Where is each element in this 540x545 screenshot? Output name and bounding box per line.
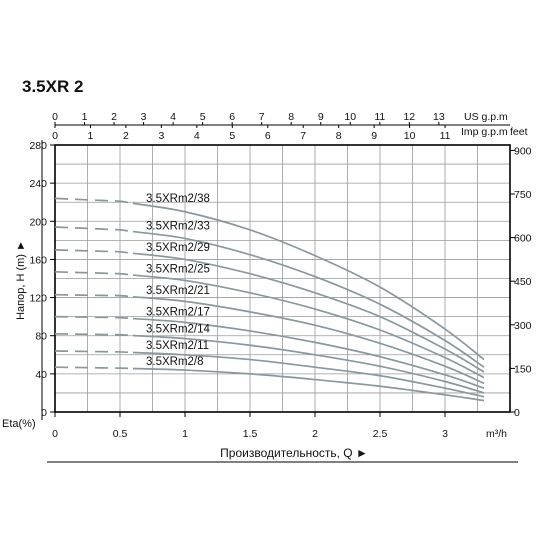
series-curve (132, 202, 485, 361)
y-tick-label: 80 (35, 331, 47, 343)
feet-tick-label: 450 (514, 276, 532, 288)
series-label: 3.5XRm2/11 (146, 340, 209, 352)
series-curve (132, 351, 485, 398)
labels-layer: 3.5XRm2/38 3.5XRm2/33 3.5XRm2/29 3.5XRm2/25… (146, 193, 211, 368)
us-gpm-tick-label: 8 (288, 111, 294, 123)
series-curve (132, 295, 485, 385)
feet-tick-label: 300 (514, 320, 532, 332)
series-curve (132, 274, 485, 379)
imp-gpm-tick-label: 3 (158, 130, 164, 142)
us-gpm-tick-label: 12 (403, 111, 415, 123)
series-curve (132, 367, 485, 402)
series-curve (132, 230, 485, 368)
us-gpm-tick-label: 1 (82, 111, 88, 123)
us-gpm-tick-label: 9 (318, 111, 324, 123)
x-axis-label: Производительность, Q ► (220, 446, 368, 460)
imp-gpm-tick-label: 2 (123, 130, 129, 142)
feet-tick-label: 150 (514, 363, 532, 375)
series-curve-dashed (54, 249, 134, 255)
us-gpm-tick-label: 5 (200, 111, 206, 123)
series-label: 3.5XRm2/38 (146, 193, 210, 205)
feet-tick-label: 0 (514, 407, 520, 419)
series-label: 3.5XRm2/33 (146, 221, 210, 233)
chart-title: 3.5XR 2 (22, 77, 83, 96)
y-tick-label: 160 (29, 254, 47, 266)
series-label: 3.5XRm2/29 (146, 242, 210, 254)
x-tick-label: 3 (442, 428, 448, 440)
series-curve (132, 317, 485, 389)
imp-gpm-tick-label: 9 (371, 130, 377, 142)
us-gpm-tick-label: 6 (229, 111, 235, 123)
imp-gpm-unit-label: Imp g.p.m (461, 126, 508, 138)
x-tick-label: 1.5 (243, 428, 258, 440)
imp-gpm-tick-label: 10 (404, 130, 416, 142)
grid-layer (55, 145, 510, 412)
series-label: 3.5XRm2/17 (146, 307, 210, 319)
us-gpm-unit-label: US g.p.m (464, 111, 508, 123)
series-label: 3.5XRm2/21 (146, 285, 210, 297)
imp-gpm-tick-label: 6 (265, 130, 271, 142)
series-curve-dashed (54, 350, 134, 354)
us-gpm-tick-label: 13 (433, 111, 445, 123)
y-tick-label: 40 (35, 369, 47, 381)
imp-gpm-tick-label: 1 (88, 130, 94, 142)
y-tick-label: 0 (41, 407, 47, 419)
series-curve-dashed (54, 270, 134, 276)
feet-tick-label: 600 (514, 233, 532, 245)
series-curve (132, 334, 485, 394)
x-tick-label: 0.5 (113, 428, 128, 440)
series-layer (54, 197, 485, 402)
y-tick-label: 200 (29, 216, 47, 228)
series-curve-dashed (54, 226, 134, 233)
series-curve-dashed (54, 315, 134, 320)
feet-tick-label: 900 (514, 145, 532, 157)
imp-gpm-tick-label: 7 (300, 130, 306, 142)
x-tick-label: 0 (52, 428, 58, 440)
series-label: 3.5XRm2/25 (146, 264, 210, 276)
series-curve-dashed (54, 332, 134, 337)
axes-layer: 0408012016020024028001503004506007509000… (29, 111, 532, 463)
imp-gpm-tick-label: 11 (440, 130, 451, 142)
us-gpm-tick-label: 0 (52, 111, 58, 123)
y-tick-label: 240 (29, 178, 47, 190)
series-curve-dashed (54, 366, 134, 370)
series-label: 3.5XRm2/8 (146, 356, 204, 368)
imp-gpm-tick-label: 4 (194, 130, 200, 142)
us-gpm-tick-label: 2 (111, 111, 117, 123)
us-gpm-tick-label: 3 (141, 111, 147, 123)
imp-gpm-tick-label: 5 (229, 130, 235, 142)
series-curve (132, 252, 485, 373)
x-unit-label: m³/h (486, 428, 507, 440)
feet-unit-label: feet (510, 126, 528, 138)
eta-label: Eta(%) (2, 418, 36, 430)
plot-frame (54, 144, 511, 413)
us-gpm-tick-label: 11 (374, 111, 385, 123)
feet-tick-label: 750 (514, 189, 532, 201)
y-tick-label: 120 (29, 293, 47, 305)
series-label: 3.5XRm2/14 (146, 323, 211, 335)
x-tick-label: 2 (312, 428, 318, 440)
us-gpm-tick-label: 7 (259, 111, 265, 123)
series-curve-dashed (54, 293, 134, 298)
imp-gpm-tick-label: 0 (52, 130, 58, 142)
y-axis-label: Напор, H (m) ► (15, 240, 27, 320)
x-tick-label: 2.5 (373, 428, 388, 440)
imp-gpm-tick-label: 8 (336, 130, 342, 142)
x-tick-label: 1 (182, 428, 188, 440)
y-tick-label: 280 (29, 140, 47, 152)
series-curve-dashed (54, 197, 134, 205)
us-gpm-tick-label: 10 (344, 111, 356, 123)
us-gpm-tick-label: 4 (170, 111, 176, 123)
